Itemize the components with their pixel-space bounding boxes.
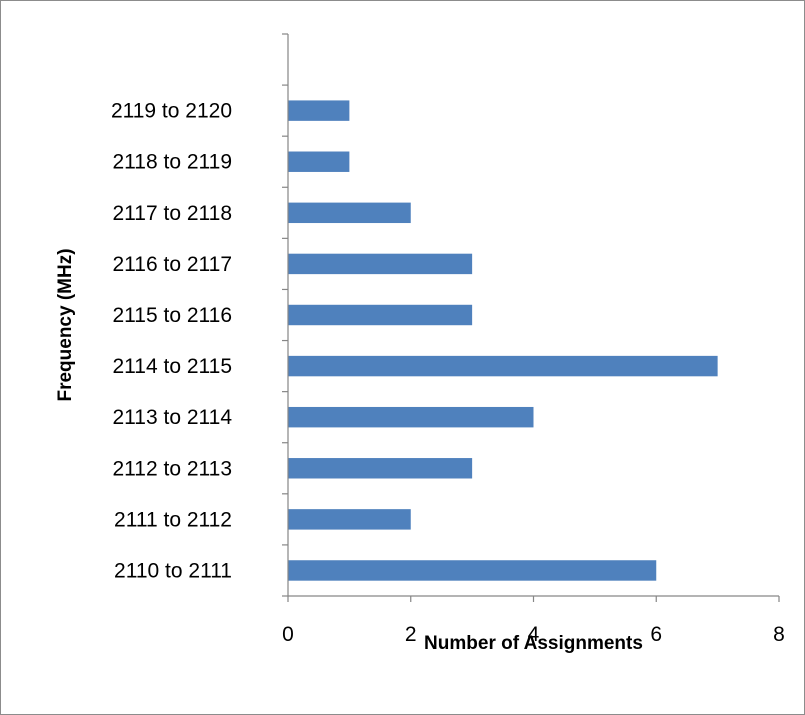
y-tick-label: 2119 to 2120 (111, 100, 232, 123)
x-tick-label: 8 (773, 623, 785, 646)
bar (288, 151, 350, 172)
y-tick-label: 2118 to 2119 (113, 151, 233, 174)
x-tick-label: 0 (282, 623, 294, 646)
y-axis-title: Frequency (MHz) (55, 248, 76, 401)
bar (288, 560, 657, 581)
y-tick-label: 2113 to 2114 (113, 406, 233, 429)
x-axis-title: Number of Assignments (424, 633, 643, 654)
bar (288, 304, 473, 326)
x-axis-tick-labels: 0 2 4 6 8 (282, 623, 785, 646)
y-tick-label: 2114 to 2115 (113, 355, 233, 378)
x-axis-ticks (287, 596, 780, 602)
bars-group (288, 100, 718, 581)
bar (288, 202, 411, 224)
y-axis-ticks (282, 33, 288, 597)
bar (288, 509, 411, 530)
x-tick-label: 6 (650, 623, 662, 646)
bar (288, 458, 473, 479)
y-tick-label: 2112 to 2113 (113, 457, 233, 480)
y-tick-label: 2115 to 2116 (113, 304, 233, 327)
x-tick-label: 4 (528, 623, 540, 646)
bar (288, 355, 718, 377)
y-tick-label: 2110 to 2111 (114, 559, 232, 582)
bar (288, 406, 534, 428)
x-tick-label: 2 (405, 623, 417, 646)
bar (288, 100, 350, 121)
y-tick-label: 2111 to 2112 (114, 508, 232, 531)
bar (288, 253, 473, 275)
y-tick-label: 2116 to 2117 (113, 253, 233, 276)
y-tick-label: 2117 to 2118 (113, 202, 233, 225)
y-axis-tick-labels: 2110 to 2111 2111 to 2112 2112 to 2113 2113… (111, 100, 232, 583)
